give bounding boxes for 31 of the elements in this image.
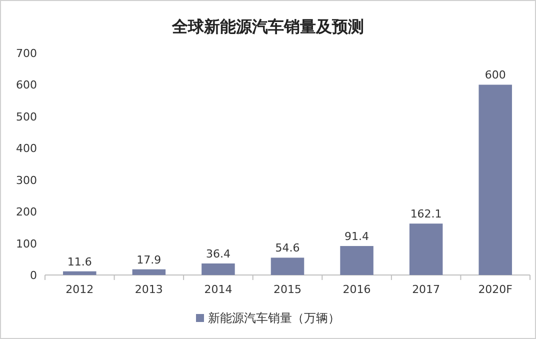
- y-tick-label: 300: [16, 174, 37, 187]
- chart-title: 全球新能源汽车销量及预测: [171, 17, 364, 36]
- data-label: 11.6: [67, 255, 92, 268]
- x-tick-label: 2017: [412, 283, 440, 296]
- x-tick-label: 2013: [134, 283, 163, 296]
- bar: [132, 269, 166, 275]
- data-label: 54.6: [275, 242, 300, 255]
- y-tick-label: 0: [30, 269, 37, 282]
- y-tick-label: 100: [16, 237, 37, 250]
- data-label: 17.9: [136, 253, 162, 266]
- data-label: 36.4: [206, 247, 230, 260]
- y-tick-label: 700: [16, 47, 37, 60]
- y-tick-label: 400: [16, 142, 37, 156]
- data-label: 600: [484, 68, 506, 82]
- x-tick-label: 2012: [66, 283, 94, 296]
- x-tick-label: 2020F: [478, 283, 513, 296]
- x-tick-label: 2014: [204, 283, 232, 296]
- data-label: 162.1: [410, 208, 442, 221]
- data-label: 91.4: [344, 230, 370, 244]
- legend-label: 新能源汽车销量（万辆）: [208, 311, 340, 325]
- x-tick-label: 2015: [274, 283, 302, 296]
- bar: [478, 84, 512, 275]
- x-tick-label: 2016: [342, 283, 371, 296]
- bar: [202, 263, 235, 275]
- y-tick-label: 200: [16, 206, 37, 219]
- bar: [409, 224, 443, 275]
- bar: [63, 271, 96, 275]
- y-tick-label: 500: [16, 110, 37, 124]
- y-tick-label: 600: [16, 78, 37, 92]
- bar: [340, 246, 374, 275]
- bar: [270, 258, 304, 275]
